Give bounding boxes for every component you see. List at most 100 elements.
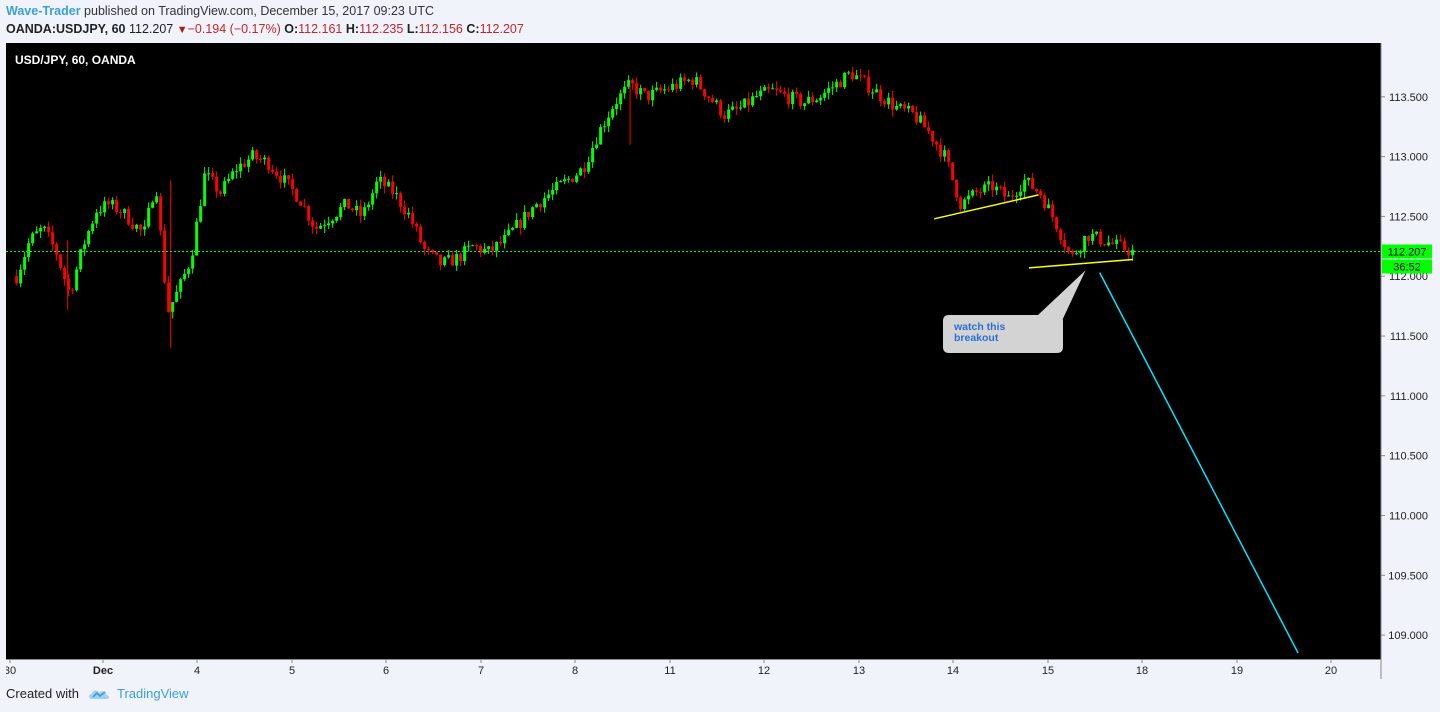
candle-body (955, 179, 959, 198)
candle-body (427, 248, 431, 251)
author-link[interactable]: Wave-Trader (6, 4, 81, 18)
candle-body (807, 96, 811, 104)
candle-body (67, 279, 71, 290)
candle-body (239, 163, 243, 172)
candle-body (179, 279, 183, 292)
candle-body (763, 87, 767, 91)
candle-body (379, 176, 383, 182)
candle-body (303, 205, 307, 207)
candle-body (1039, 191, 1043, 196)
candle-body (591, 147, 595, 163)
candle-body (83, 244, 87, 250)
candle-body (267, 157, 271, 170)
candle-body (1115, 239, 1119, 244)
time-tick-label: 18 (1136, 665, 1148, 677)
price-change: −0.194 (−0.17%) (187, 22, 281, 36)
candle-body (619, 93, 623, 105)
candle-body (203, 173, 207, 207)
candle-body (579, 168, 583, 176)
time-tick-label: 6 (383, 665, 389, 677)
candle-body (1119, 239, 1123, 241)
candle-body (659, 87, 663, 91)
chart-area[interactable]: 113.500 113.000 112.500 112.000 111.500 111.0… (4, 43, 1436, 679)
candle-body (463, 246, 467, 262)
candle-body (835, 81, 839, 88)
candle-body (503, 234, 507, 244)
candle-body (19, 269, 23, 284)
candle-body (943, 150, 947, 157)
candlestick-series (15, 66, 1135, 349)
candle-body (319, 225, 323, 229)
candle-body (215, 176, 219, 192)
candle-body (535, 204, 539, 208)
trendline (1028, 258, 1133, 269)
candle-body (71, 289, 75, 291)
candle-body (959, 197, 963, 210)
candle-body (991, 181, 995, 191)
candle-body (671, 83, 675, 91)
candle-body (411, 212, 415, 224)
candle-body (279, 175, 283, 183)
time-tick-label: 4 (194, 665, 200, 677)
candle-body (1067, 247, 1071, 251)
last-price: 112.207 (128, 22, 174, 36)
created-with-label: Created with (6, 686, 79, 701)
candle-body (275, 171, 279, 176)
candle-body (687, 79, 691, 81)
candle-body (359, 205, 363, 216)
candle-body (287, 175, 291, 180)
candle-body (975, 190, 979, 192)
tradingview-cloud-icon[interactable] (87, 687, 111, 701)
candle-body (699, 77, 703, 90)
candle-body (1131, 249, 1135, 256)
callout-text-line: breakout (954, 332, 999, 344)
candle-body (219, 191, 223, 194)
candle-body (1047, 204, 1051, 209)
candle-body (387, 181, 391, 187)
candle-body (119, 212, 123, 214)
chart-header: Wave-Trader published on TradingView.com… (0, 0, 1440, 42)
candle-body (743, 98, 747, 108)
countdown-badge (1382, 259, 1432, 274)
candle-body (799, 93, 803, 107)
candle-body (135, 224, 139, 229)
candle-body (211, 173, 215, 177)
candle-body (811, 96, 815, 103)
candle-body (431, 250, 435, 253)
candle-body (755, 96, 759, 98)
time-tick-label: 30 (6, 665, 16, 677)
candle-body (459, 254, 463, 262)
candle-body (103, 201, 107, 213)
candle-body (55, 244, 59, 255)
candle-body (75, 269, 79, 291)
candle-body (43, 226, 47, 229)
candle-body (635, 83, 639, 95)
candle-body (887, 97, 891, 105)
price-tick-label: 113.500 (1389, 92, 1428, 104)
candle-body (35, 231, 39, 234)
price-chart[interactable]: 113.500 113.000 112.500 112.000 111.500 111.0… (4, 43, 1436, 679)
candle-body (875, 89, 879, 93)
candle-body (519, 220, 523, 228)
tradingview-brand-link[interactable]: TradingView (116, 686, 189, 701)
price-axis[interactable] (1381, 43, 1436, 679)
candle-body (907, 105, 911, 109)
time-tick-label: 14 (947, 665, 959, 677)
candle-body (363, 207, 367, 216)
candle-body (315, 226, 319, 229)
candle-body (371, 193, 375, 205)
candle-body (435, 252, 439, 255)
candle-body (815, 100, 819, 103)
plot-background[interactable] (6, 43, 1381, 659)
candle-body (1063, 239, 1067, 248)
candle-body (227, 178, 231, 182)
candle-body (1091, 233, 1095, 241)
high-label: H: (345, 22, 360, 36)
candle-body (751, 96, 755, 106)
chart-title: USD/JPY, 60, OANDA (15, 53, 136, 67)
time-tick-label: 11 (664, 665, 675, 677)
time-axis[interactable] (6, 659, 1381, 679)
low-label: L: (406, 22, 419, 36)
candle-body (159, 196, 163, 231)
candle-body (339, 207, 343, 217)
